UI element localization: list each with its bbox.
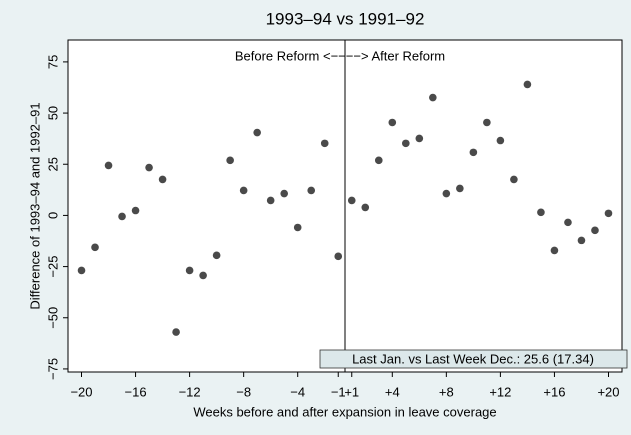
point bbox=[469, 148, 478, 157]
x-tick-label: +20 bbox=[597, 384, 619, 399]
point bbox=[604, 209, 613, 218]
annotation: Before Reform <−−−−> After Reform bbox=[235, 48, 445, 63]
x-axis-label: Weeks before and after expansion in leav… bbox=[193, 404, 496, 419]
point bbox=[550, 246, 559, 255]
point bbox=[510, 175, 518, 184]
y-axis-label: Difference of 1993–94 and 1992–91 bbox=[27, 102, 42, 309]
point bbox=[374, 156, 383, 165]
x-tick-label: −8 bbox=[236, 384, 251, 399]
y-tick-label: 75 bbox=[45, 55, 60, 69]
point bbox=[320, 139, 329, 148]
point bbox=[564, 218, 572, 227]
x-tick-label: +12 bbox=[489, 384, 511, 399]
y-tick-label: −50 bbox=[45, 307, 60, 329]
point bbox=[266, 196, 275, 205]
point bbox=[212, 251, 221, 260]
point bbox=[456, 184, 464, 193]
point bbox=[199, 271, 207, 280]
point bbox=[496, 136, 505, 145]
point bbox=[91, 243, 99, 252]
point bbox=[591, 226, 599, 235]
point bbox=[442, 189, 451, 198]
point bbox=[347, 196, 356, 205]
point bbox=[131, 206, 140, 215]
annotation-box bbox=[319, 349, 628, 369]
point bbox=[104, 161, 113, 170]
point bbox=[280, 189, 288, 198]
x-tick-label: −20 bbox=[70, 384, 92, 399]
x-tick-label: −4 bbox=[290, 384, 305, 399]
y-tick-label: 50 bbox=[45, 106, 60, 120]
point bbox=[77, 266, 86, 275]
y-tick-label: 0 bbox=[45, 212, 60, 219]
point bbox=[415, 134, 424, 143]
x-tick-label: +8 bbox=[439, 384, 454, 399]
point bbox=[253, 128, 261, 137]
x-tick-label: +4 bbox=[385, 384, 400, 399]
annotation: Last Jan. vs Last Week Dec.: 25.6 (17.34… bbox=[352, 351, 594, 366]
point bbox=[537, 208, 545, 217]
y-tick-label: 25 bbox=[45, 157, 60, 171]
point bbox=[145, 163, 153, 172]
x-tick-label: −16 bbox=[125, 384, 147, 399]
point bbox=[483, 118, 491, 127]
point bbox=[523, 80, 532, 89]
point bbox=[402, 139, 410, 148]
x-tick-label: −1 bbox=[331, 384, 346, 399]
point bbox=[172, 328, 180, 336]
point bbox=[334, 252, 343, 261]
x-tick-label: +16 bbox=[543, 384, 565, 399]
x-tick-label: +1 bbox=[344, 384, 359, 399]
y-tick-label: −25 bbox=[45, 256, 60, 278]
point bbox=[226, 156, 234, 165]
x-tick-label: −12 bbox=[179, 384, 201, 399]
point bbox=[185, 266, 194, 275]
point bbox=[361, 203, 370, 212]
point bbox=[118, 212, 126, 221]
point bbox=[388, 118, 397, 127]
point bbox=[239, 186, 248, 195]
point bbox=[307, 186, 316, 195]
y-tick-label: −75 bbox=[45, 358, 60, 380]
point bbox=[158, 175, 167, 184]
point bbox=[429, 93, 437, 102]
point bbox=[577, 236, 586, 245]
point bbox=[293, 223, 302, 232]
chart-title: 1993–94 vs 1991–92 bbox=[266, 9, 425, 28]
